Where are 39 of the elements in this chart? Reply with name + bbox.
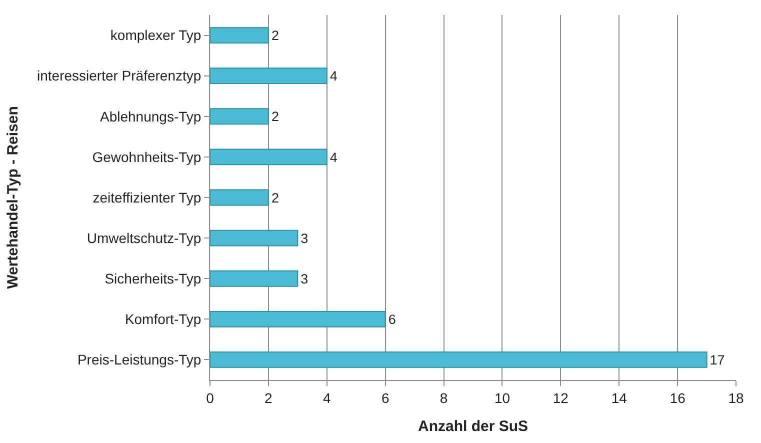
data-label: 17 (710, 352, 725, 368)
bar (210, 148, 328, 166)
bar (210, 270, 298, 287)
bar (210, 27, 269, 44)
x-tick-label: 14 (611, 390, 628, 406)
y-tick-label: Sicherheits-Typ (104, 270, 202, 287)
y-tick-label: komplexer Typ (110, 27, 202, 44)
x-axis-title: Anzahl der SuS (418, 418, 528, 435)
x-tick-label: 2 (264, 390, 273, 406)
y-tick-label: interessierter Präferenztyp (37, 68, 202, 84)
y-tick-label: Ablehnungs-Typ (100, 108, 202, 124)
x-tick-label: 18 (728, 390, 744, 406)
y-tick-label: Komfort-Typ (124, 311, 202, 328)
x-tick-label: 10 (494, 390, 510, 406)
bar (210, 310, 386, 328)
data-label: 4 (330, 150, 338, 165)
data-label: 2 (271, 190, 279, 206)
bar (210, 230, 298, 246)
bar (210, 108, 269, 125)
x-tick-label: 0 (206, 390, 214, 406)
data-label: 2 (271, 109, 279, 124)
bar (210, 189, 269, 206)
data-label: 3 (300, 271, 308, 286)
y-axis-title: Wertehandel-Typ - Reisen (4, 106, 22, 289)
y-tick-label: Preis-Leistungs-Typ (77, 352, 202, 368)
x-tick-label: 16 (670, 390, 686, 406)
bar (210, 68, 328, 84)
bar (210, 352, 708, 368)
y-tick-label: Umweltschutz-Typ (86, 230, 202, 246)
data-label: 3 (300, 230, 308, 246)
x-tick-label: 4 (322, 390, 331, 406)
x-tick-label: 12 (552, 390, 569, 406)
data-label: 6 (388, 312, 396, 327)
x-tick-label: 8 (440, 390, 448, 406)
x-tick-label: 6 (381, 390, 390, 406)
data-label: 2 (271, 28, 279, 44)
data-label: 4 (330, 68, 338, 84)
y-tick-label: zeiteffizienter Typ (92, 189, 202, 206)
y-tick-label: Gewohnheits-Typ (92, 148, 202, 165)
